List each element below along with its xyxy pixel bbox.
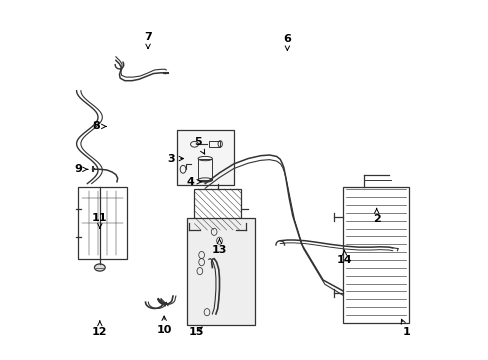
Bar xyxy=(78,187,126,258)
Text: 1: 1 xyxy=(401,319,410,337)
Text: 8: 8 xyxy=(92,121,106,131)
Text: 12: 12 xyxy=(92,321,107,337)
Text: 13: 13 xyxy=(211,239,227,255)
Ellipse shape xyxy=(94,264,105,271)
Text: 4: 4 xyxy=(186,177,201,187)
Text: 14: 14 xyxy=(336,250,352,265)
Bar xyxy=(187,217,255,325)
Text: 5: 5 xyxy=(194,138,204,154)
Bar xyxy=(176,130,233,185)
Text: 15: 15 xyxy=(188,327,203,337)
Text: 6: 6 xyxy=(283,34,291,50)
Text: 3: 3 xyxy=(167,154,183,163)
Bar xyxy=(208,141,220,147)
Text: 10: 10 xyxy=(156,316,171,335)
Bar xyxy=(198,158,212,180)
Text: 7: 7 xyxy=(144,32,152,49)
Bar xyxy=(194,189,241,230)
Text: 11: 11 xyxy=(92,212,107,228)
Text: 9: 9 xyxy=(74,164,88,174)
Text: 2: 2 xyxy=(372,208,380,224)
Bar xyxy=(342,187,408,323)
